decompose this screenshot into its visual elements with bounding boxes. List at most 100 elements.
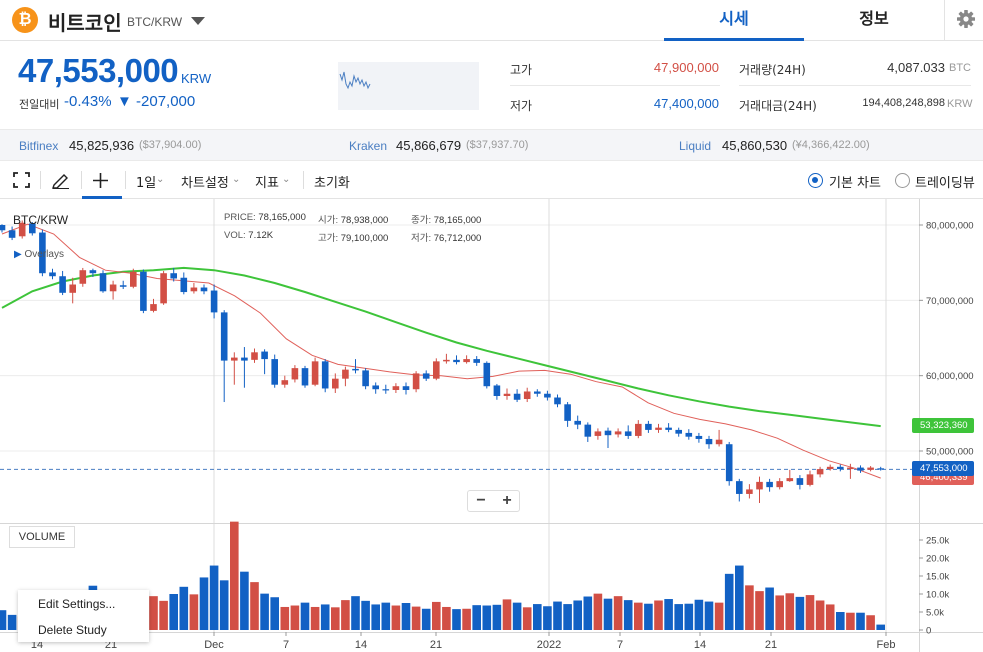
chart-settings-menu[interactable]: 차트설정 — [181, 176, 229, 191]
chevron-down-icon[interactable]: ⌄ — [156, 174, 165, 185]
zoom-out-button[interactable]: − — [476, 492, 486, 509]
volume-24h-value: 4,087.033 — [887, 60, 945, 75]
exchange-price: 45,825,936 — [69, 138, 135, 153]
delete-study-menu-item[interactable]: Delete Study — [38, 623, 107, 637]
candle — [301, 365, 309, 388]
zoom-in-button[interactable]: + — [502, 492, 512, 509]
volume-bar — [300, 602, 310, 630]
candle-body — [402, 386, 410, 390]
candle — [736, 478, 743, 502]
candle — [463, 355, 470, 364]
candle-body — [645, 423, 652, 430]
low-value: 47,400,000 — [653, 96, 719, 111]
tradingview-label[interactable]: 트레이딩뷰 — [915, 176, 975, 191]
candle — [0, 224, 6, 233]
candle — [422, 370, 430, 381]
candle — [291, 365, 299, 383]
candle-body — [776, 481, 783, 488]
candle — [362, 368, 369, 390]
candle-body — [109, 284, 117, 292]
candle-body — [433, 361, 440, 379]
settings-button[interactable] — [944, 0, 983, 41]
exchange-name[interactable]: Liquid — [679, 139, 712, 153]
candle — [402, 382, 410, 395]
price-axis-label: 70,000,000 — [926, 296, 974, 307]
toolbar-divider — [40, 171, 41, 189]
basic-chart-radio[interactable] — [808, 173, 823, 188]
candle-body — [140, 271, 147, 311]
candle-body — [99, 273, 107, 292]
volume-bar — [159, 600, 168, 630]
tradingview-radio[interactable] — [895, 173, 910, 188]
amount-24h-unit: KRW — [947, 98, 973, 110]
volume-bar — [189, 594, 199, 630]
volume-bar — [684, 603, 694, 630]
candle-body — [362, 370, 369, 387]
candle-body — [210, 290, 218, 313]
volume-bar — [644, 603, 653, 630]
candle — [806, 470, 814, 487]
volume-bar — [795, 596, 805, 630]
volume-bar — [543, 606, 552, 630]
fullscreen-icon[interactable] — [13, 172, 30, 188]
exchange-name[interactable]: Kraken — [349, 139, 388, 153]
crosshair-plus-icon[interactable] — [92, 172, 109, 189]
tab-info[interactable]: 정보 — [859, 9, 889, 28]
candle-body — [0, 225, 6, 231]
volume-bar — [866, 615, 875, 630]
coin-pair[interactable]: BTC/KRW — [127, 15, 183, 29]
coin-dropdown-chevron-icon[interactable] — [191, 17, 205, 25]
candle — [725, 441, 733, 486]
candle — [614, 428, 622, 438]
reset-button[interactable]: 초기화 — [314, 176, 350, 191]
volume-bar — [805, 595, 815, 630]
volume-study-label[interactable]: VOLUME — [9, 526, 75, 548]
interval-select[interactable]: 1일 — [136, 176, 157, 191]
candle — [190, 283, 198, 294]
exchange-price-bar: Bitfinex 45,825,936 ($37,904.00) Kraken … — [0, 129, 983, 161]
candle — [119, 280, 127, 290]
chart-grid — [0, 199, 983, 652]
change-amount: ▼ -207,000 — [117, 93, 196, 110]
date-axis-label: 14 — [694, 639, 706, 651]
candle-body — [8, 230, 16, 238]
price-axis-label: 60,000,000 — [926, 371, 974, 382]
exchange-name[interactable]: Bitfinex — [19, 139, 59, 153]
tab-quote[interactable]: 시세 — [664, 0, 804, 41]
volume-axis-label: 10.0k — [926, 590, 949, 601]
indicators-menu[interactable]: 지표 — [255, 176, 279, 191]
candle-body — [190, 287, 198, 292]
candle-body — [685, 432, 693, 437]
candle-body — [806, 474, 814, 485]
price-chart[interactable]: 80,000,000 70,000,000 60,000,000 50,000,000… — [0, 199, 983, 652]
volume-bar — [825, 604, 835, 630]
overlays-toggle[interactable]: ▶ Overlays — [14, 249, 64, 260]
date-axis-label: Dec — [204, 639, 224, 651]
date-axis-label: 21 — [105, 639, 117, 651]
candle — [816, 466, 824, 478]
candle — [261, 349, 268, 375]
candle-body — [624, 431, 632, 436]
candle — [271, 354, 278, 388]
date-axis-label: 2022 — [537, 639, 561, 651]
crosshair-active-indicator — [82, 196, 122, 199]
volume-bar — [290, 605, 300, 630]
stats-divider — [510, 85, 720, 86]
candle-body — [281, 380, 289, 385]
coin-name[interactable]: 비트코인 — [48, 11, 122, 35]
date-axis-label: 21 — [430, 639, 442, 651]
volume-bar — [856, 612, 865, 630]
candle-body — [705, 438, 713, 445]
candle-body — [564, 404, 571, 421]
volume-bar — [331, 607, 340, 630]
basic-chart-label[interactable]: 기본 차트 — [829, 176, 881, 191]
volume-bar — [502, 599, 512, 630]
candle-body — [847, 467, 854, 470]
chevron-down-icon[interactable]: ⌄ — [282, 174, 291, 185]
edit-settings-menu-item[interactable]: Edit Settings... — [38, 597, 116, 611]
candle-body — [463, 359, 470, 363]
volume-bar — [634, 602, 643, 630]
pencil-draw-icon[interactable] — [52, 172, 70, 189]
candle — [109, 280, 117, 300]
chevron-down-icon[interactable]: ⌄ — [232, 174, 241, 185]
